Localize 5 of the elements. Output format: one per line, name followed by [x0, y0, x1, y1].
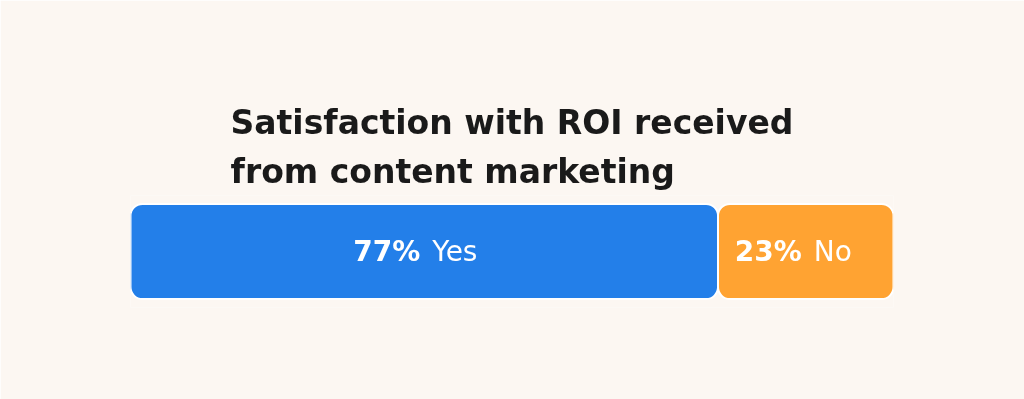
data-label: 77% [353, 235, 421, 268]
series-label: No [813, 235, 852, 268]
chart-title: Satisfaction with ROI received from content marketing [230, 102, 794, 191]
series-label: Yes [431, 235, 478, 268]
data-label: 23% [734, 235, 802, 268]
